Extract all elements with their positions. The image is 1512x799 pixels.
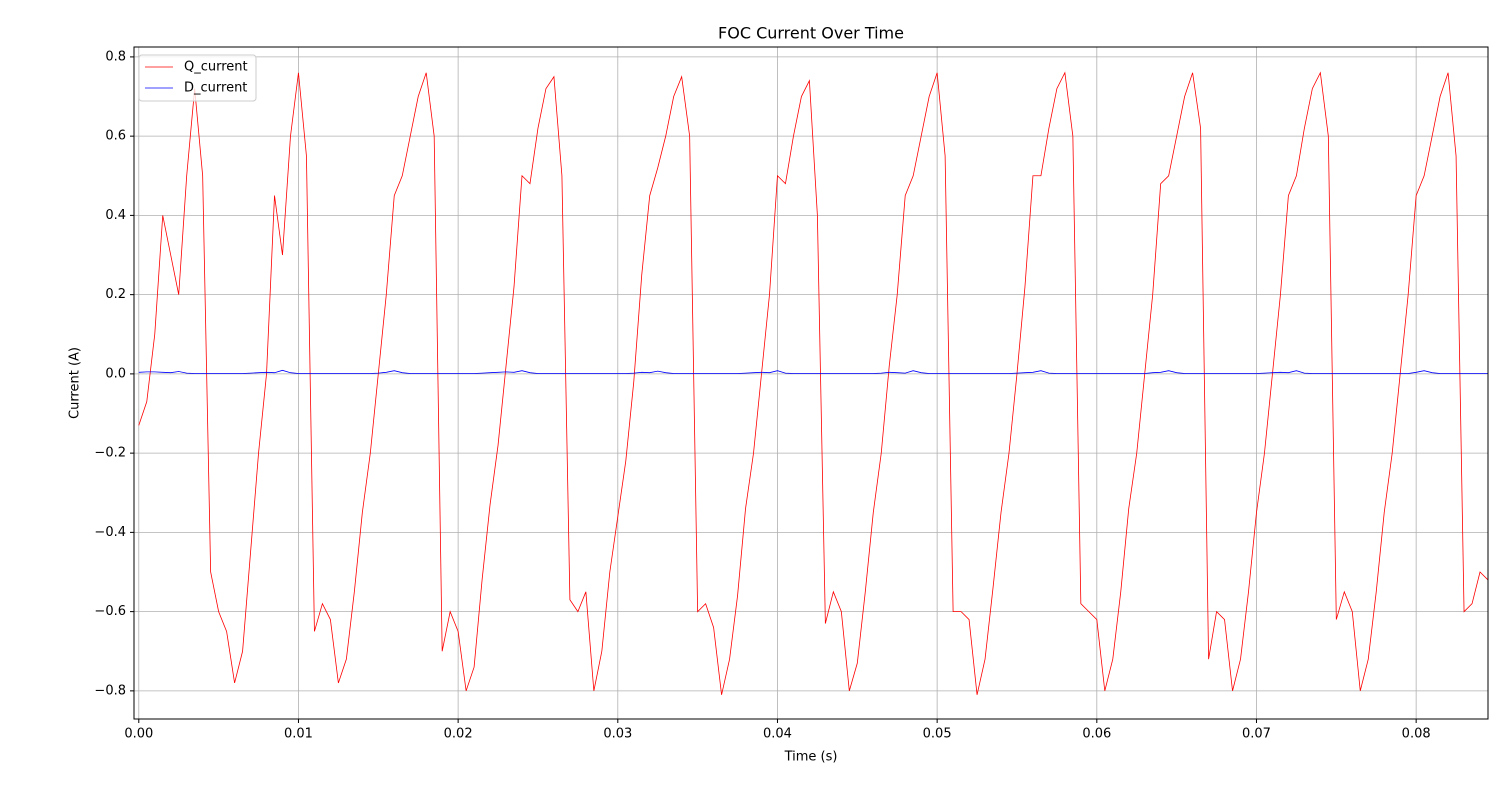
x-tick-label: 0.05 [923,727,952,742]
x-tick-label: 0.02 [444,727,473,742]
y-tick-label: −0.2 [94,446,126,461]
x-tick-label: 0.01 [284,727,313,742]
x-axis-label: Time (s) [784,750,838,765]
y-tick-label: 0.4 [105,208,126,223]
y-tick-label: 0.6 [105,129,126,144]
x-tick-label: 0.03 [603,727,632,742]
y-tick-label: 0.8 [105,49,126,64]
chart-title: FOC Current Over Time [718,24,904,43]
legend-label: D_current [184,81,247,96]
y-tick-label: 0.2 [105,287,126,302]
legend-label: Q_current [184,60,248,75]
y-tick-label: −0.4 [94,525,126,540]
y-tick-label: 0.0 [105,366,126,381]
plot-frame [133,46,1489,720]
y-tick-label: −0.8 [94,683,126,698]
x-tick-label: 0.07 [1242,727,1271,742]
data-line [138,71,1488,695]
x-tick-label: 0.04 [763,727,792,742]
x-tick-label: 0.08 [1402,727,1431,742]
x-tick-label: 0.06 [1082,727,1111,742]
x-tick-label: 0.00 [124,727,153,742]
legend-box [138,54,257,102]
y-axis-label: Current (A) [68,347,83,419]
data-line [138,369,1488,374]
y-tick-label: −0.6 [94,604,126,619]
